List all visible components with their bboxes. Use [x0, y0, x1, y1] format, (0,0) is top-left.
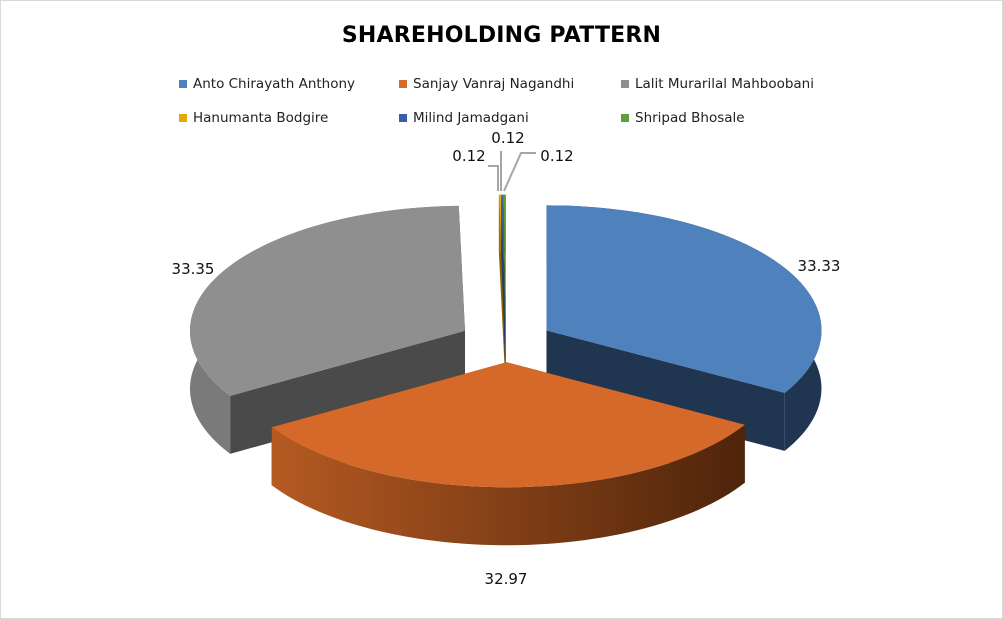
chart-title: SHAREHOLDING PATTERN [341, 23, 662, 48]
legend-label: Milind Jamadgani [413, 110, 529, 126]
legend-item: Hanumanta Bodgire [179, 110, 328, 126]
data-label: 33.33 [797, 257, 841, 275]
legend-swatch [179, 114, 187, 122]
legend-label: Lalit Murarilal Mahboobani [635, 76, 814, 92]
leader-line [503, 152, 536, 192]
pie-slice-shripad-bhosale [503, 194, 506, 378]
legend-item: Milind Jamadgani [399, 110, 529, 126]
slice-top [271, 362, 745, 488]
data-label: 33.35 [171, 260, 215, 278]
slice-top [546, 205, 822, 393]
pie-slice-sanjay-vanraj-nagandhi [271, 362, 745, 546]
legend-swatch [621, 80, 629, 88]
slice-outer-wall [271, 424, 745, 546]
pie-slice-lalit-murarilal-mahboobani [190, 205, 465, 454]
legend-label: Anto Chirayath Anthony [193, 76, 356, 92]
slice-top [190, 205, 465, 396]
legend-swatch [621, 114, 629, 122]
slice-top [503, 194, 506, 320]
data-label: 0.12 [540, 147, 574, 165]
legend-label: Sanjay Vanraj Nagandhi [413, 76, 575, 92]
legend-swatch [179, 80, 187, 88]
legend-item: Sanjay Vanraj Nagandhi [399, 76, 574, 92]
legend-item: Shripad Bhosale [621, 110, 745, 126]
legend-label: Hanumanta Bodgire [193, 110, 329, 126]
data-label: 32.97 [484, 570, 528, 588]
data-label: 0.12 [452, 147, 486, 165]
legend-item: Lalit Murarilal Mahboobani [621, 76, 814, 92]
legend-swatch [399, 114, 407, 122]
legend-item: Anto Chirayath Anthony [179, 76, 355, 92]
leader-line [488, 165, 499, 191]
legend-swatch [399, 80, 407, 88]
legend-label: Shripad Bhosale [635, 110, 745, 126]
data-label: 0.12 [491, 129, 525, 147]
